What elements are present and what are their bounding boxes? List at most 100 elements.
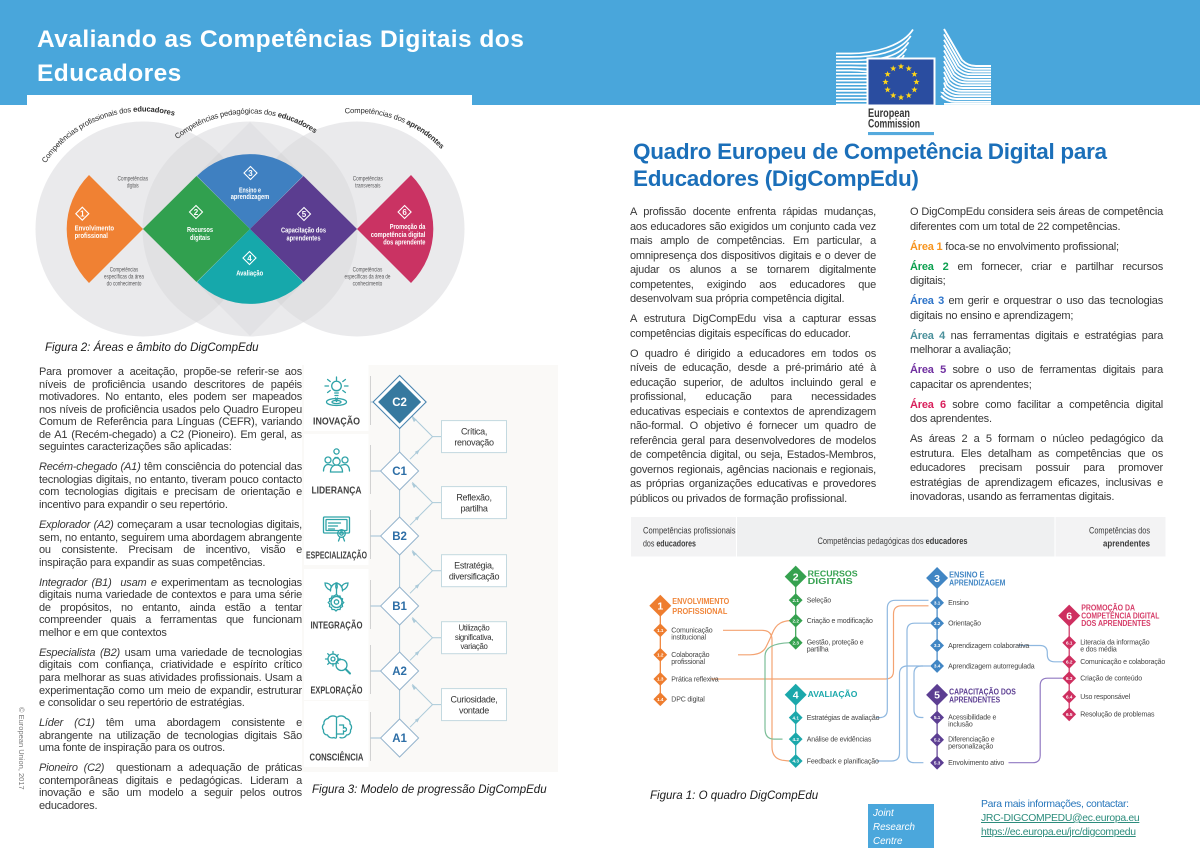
svg-text:2.1: 2.1 [793, 598, 800, 603]
svg-text:Promoção da: Promoção da [390, 224, 426, 231]
svg-text:European: European [868, 106, 910, 120]
svg-text:A2: A2 [392, 666, 407, 678]
svg-text:aprendizagem: aprendizagem [231, 194, 270, 201]
svg-text:Colaboração: Colaboração [671, 652, 709, 659]
svg-text:profissional: profissional [671, 659, 705, 666]
svg-text:dos educadores: dos educadores [643, 539, 696, 549]
svg-text:Competências: Competências [353, 175, 383, 182]
svg-text:Crítica,: Crítica, [461, 426, 487, 436]
svg-text:ENSINO E: ENSINO E [949, 571, 984, 580]
svg-text:aprendentes: aprendentes [287, 236, 321, 243]
svg-text:partilha: partilha [460, 503, 487, 513]
svg-text:do conhecimento: do conhecimento [107, 280, 142, 287]
svg-text:Competências pedagógicas dos e: Competências pedagógicas dos educadores [818, 536, 968, 546]
svg-text:3: 3 [934, 573, 940, 585]
svg-text:Comunicação: Comunicação [671, 627, 712, 634]
svg-text:Criação e modificação: Criação e modificação [807, 618, 873, 625]
svg-text:C1: C1 [392, 466, 407, 478]
svg-text:APRENDENTES: APRENDENTES [949, 695, 1000, 704]
svg-text:3.3: 3.3 [934, 643, 941, 648]
svg-text:CONSCIÊNCIA: CONSCIÊNCIA [310, 751, 364, 764]
svg-text:DPC digital: DPC digital [671, 697, 705, 704]
svg-text:específicas da área de: específicas da área de [345, 274, 391, 281]
svg-text:LIDERANÇA: LIDERANÇA [312, 486, 362, 497]
svg-text:2.3: 2.3 [793, 640, 800, 645]
svg-text:Avaliação: Avaliação [236, 271, 263, 278]
svg-text:Acessibilidade e: Acessibilidade e [948, 715, 996, 722]
svg-text:COMPETÊNCIA DIGITAL: COMPETÊNCIA DIGITAL [1081, 611, 1159, 620]
svg-text:DIGITAIS: DIGITAIS [808, 577, 853, 586]
svg-text:Competências dos: Competências dos [1089, 526, 1151, 536]
svg-text:transversais: transversais [355, 183, 380, 190]
svg-text:Commission: Commission [868, 117, 920, 131]
svg-text:2: 2 [194, 208, 199, 217]
svg-text:DOS APRENDENTES: DOS APRENDENTES [1081, 619, 1151, 628]
svg-text:C2: C2 [392, 397, 407, 409]
svg-text:Criação de conteúdo: Criação de conteúdo [1080, 676, 1142, 683]
svg-text:renovação: renovação [454, 437, 494, 447]
svg-text:1: 1 [80, 210, 85, 219]
svg-text:CAPACITAÇÃO DOS: CAPACITAÇÃO DOS [949, 688, 1016, 697]
svg-text:INOVAÇÃO: INOVAÇÃO [313, 415, 360, 428]
svg-text:Ensino: Ensino [948, 600, 969, 607]
svg-text:Aprendizagem autorregulada: Aprendizagem autorregulada [948, 663, 1035, 670]
svg-text:institucional: institucional [671, 634, 706, 641]
svg-text:conhecimento: conhecimento [353, 280, 383, 287]
svg-text:Estratégias de avaliação: Estratégias de avaliação [807, 715, 880, 722]
svg-text:Aprendizagem colaborativa: Aprendizagem colaborativa [948, 643, 1029, 650]
svg-text:3: 3 [248, 169, 253, 178]
svg-text:personalização: personalização [948, 744, 993, 751]
svg-text:Gestão, proteção e: Gestão, proteção e [807, 640, 864, 647]
svg-text:4: 4 [247, 254, 252, 263]
svg-text:PROFISSIONAL: PROFISSIONAL [672, 607, 727, 616]
svg-text:dos aprendente: dos aprendente [383, 240, 425, 247]
svg-text:digitais: digitais [190, 235, 210, 242]
svg-text:Seleção: Seleção [807, 598, 832, 605]
svg-text:1.1: 1.1 [657, 628, 664, 633]
svg-text:6: 6 [402, 208, 407, 217]
svg-text:Prática reflexiva: Prática reflexiva [671, 676, 719, 683]
svg-text:Recursos: Recursos [187, 227, 213, 234]
svg-text:específicas da área: específicas da área [104, 274, 144, 281]
svg-text:Reflexão,: Reflexão, [456, 492, 491, 502]
svg-text:4.3: 4.3 [793, 759, 800, 764]
svg-text:Capacitação dos: Capacitação dos [281, 228, 326, 235]
svg-text:Utilização: Utilização [459, 624, 491, 633]
svg-text:e dos média: e dos média [1080, 647, 1117, 654]
svg-text:Uso responsável: Uso responsável [1080, 694, 1130, 701]
svg-text:4.2: 4.2 [793, 737, 800, 742]
svg-text:Curiosidade,: Curiosidade, [451, 694, 498, 704]
svg-text:Competências profissionais: Competências profissionais [643, 526, 736, 536]
svg-text:Competências: Competências [353, 267, 383, 274]
svg-text:aprendentes: aprendentes [1103, 539, 1150, 549]
svg-text:variação: variação [460, 642, 488, 651]
svg-text:6.2: 6.2 [1066, 660, 1073, 665]
svg-text:5.2: 5.2 [934, 737, 941, 742]
svg-text:4: 4 [793, 690, 799, 702]
svg-text:3.4: 3.4 [934, 664, 941, 669]
svg-text:Orientação: Orientação [948, 621, 981, 628]
svg-text:5: 5 [934, 690, 940, 702]
svg-text:6: 6 [1066, 610, 1072, 622]
svg-text:Envolvimento: Envolvimento [75, 225, 114, 232]
svg-text:diversificação: diversificação [449, 572, 500, 582]
svg-text:A1: A1 [392, 733, 407, 745]
svg-text:1: 1 [657, 601, 663, 613]
svg-text:2: 2 [793, 571, 799, 583]
svg-text:profissional: profissional [75, 233, 108, 240]
svg-text:1.4: 1.4 [657, 697, 664, 702]
svg-text:digitais: digitais [127, 183, 139, 190]
svg-text:competência digital: competência digital [371, 232, 426, 239]
svg-text:5: 5 [302, 210, 307, 219]
svg-text:6.4: 6.4 [1066, 694, 1073, 699]
svg-text:3.1: 3.1 [934, 600, 941, 605]
svg-text:B2: B2 [392, 531, 407, 543]
svg-text:partilha: partilha [807, 647, 829, 654]
svg-text:Competências: Competências [110, 267, 138, 274]
svg-text:Envolvimento ativo: Envolvimento ativo [948, 760, 1004, 767]
svg-text:Literacia da informação: Literacia da informação [1080, 640, 1150, 647]
svg-text:ESPECIALIZAÇÃO: ESPECIALIZAÇÃO [306, 549, 367, 562]
svg-text:Competências: Competências [117, 175, 148, 182]
svg-text:Feedback e planificação: Feedback e planificação [807, 758, 879, 765]
svg-text:EXPLORAÇÃO: EXPLORAÇÃO [311, 684, 363, 697]
